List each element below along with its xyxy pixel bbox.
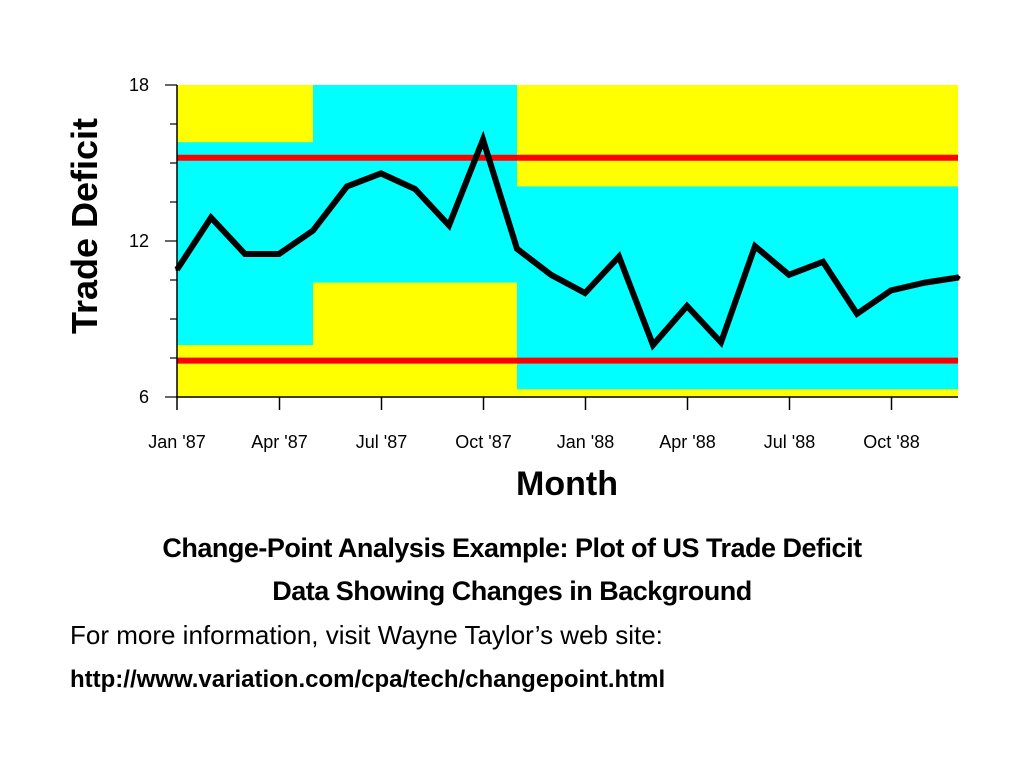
data-point <box>515 247 519 251</box>
x-axis-title: Month <box>516 465 618 503</box>
data-point <box>821 260 825 264</box>
x-tick-label: Jan '88 <box>557 432 614 452</box>
caption-title-line-2: Data Showing Changes in Background <box>272 576 752 606</box>
data-point <box>719 340 723 344</box>
x-tick-label: Apr '88 <box>659 432 715 452</box>
chart-container: 18 12 6 Jan '87 Apr '87 Jul '87 Oct '87 Jan '88… <box>64 75 961 503</box>
data-point <box>549 273 553 277</box>
data-point <box>413 187 417 191</box>
data-point <box>787 273 791 277</box>
background-band-segment-2 <box>313 85 517 283</box>
data-point <box>617 255 621 259</box>
y-tick-label: 6 <box>139 387 149 407</box>
data-point <box>243 252 247 256</box>
x-tick-label: Oct '88 <box>863 432 919 452</box>
data-point <box>889 288 893 292</box>
x-tick-label: Apr '87 <box>251 432 307 452</box>
data-point <box>923 281 927 285</box>
data-point <box>447 223 451 227</box>
x-tick-label: Jul '87 <box>356 432 407 452</box>
y-tick-label: 12 <box>129 231 149 251</box>
source-url-link[interactable]: http://www.variation.com/cpa/tech/change… <box>70 666 666 693</box>
trade-deficit-chart: 18 12 6 Jan '87 Apr '87 Jul '87 Oct '87 Jan '88… <box>64 75 961 503</box>
data-point <box>753 244 757 248</box>
data-point <box>685 304 689 308</box>
y-tick-label: 18 <box>129 75 149 95</box>
caption-title-line-1: Change-Point Analysis Example: Plot of U… <box>162 533 862 563</box>
data-point <box>277 252 281 256</box>
data-point <box>311 229 315 233</box>
x-tick-label: Jul '88 <box>764 432 815 452</box>
data-point <box>957 275 961 279</box>
info-text: For more information, visit Wayne Taylor… <box>70 620 663 650</box>
x-tick-label: Jan '87 <box>148 432 205 452</box>
data-point <box>651 343 655 347</box>
data-point <box>345 184 349 188</box>
trade-deficit-line <box>174 130 960 351</box>
y-axis-title: Trade Deficit <box>64 118 105 334</box>
data-point <box>583 291 587 295</box>
data-point <box>855 312 859 316</box>
x-tick-label: Oct '87 <box>455 432 511 452</box>
data-point <box>481 138 485 142</box>
data-point <box>209 216 213 220</box>
data-point <box>379 171 383 175</box>
